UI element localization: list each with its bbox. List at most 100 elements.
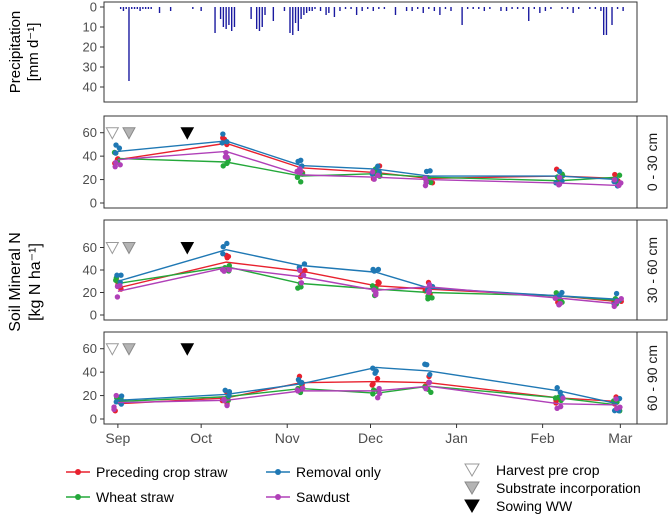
legend-item-harvest-pre-crop: Harvest pre crop <box>464 462 600 478</box>
precipitation-y-axis: 0 10 20 30 40 <box>83 0 104 95</box>
y-tick-label: 0 <box>90 196 97 211</box>
panel-0-30cm: 0 - 30 cm 0 20 40 60 <box>83 115 668 211</box>
replicate-point <box>220 250 226 257</box>
replicate-point <box>220 163 226 169</box>
replicate-point <box>556 181 563 187</box>
panel-frame <box>103 115 638 209</box>
replicate-point <box>226 267 232 273</box>
precip-y-tick-label: 20 <box>83 40 97 55</box>
replicate-point <box>224 240 230 247</box>
replicate-point <box>557 300 563 307</box>
legend-label: Wheat straw <box>96 489 175 505</box>
replicate-point <box>376 385 382 392</box>
replicate-point <box>224 254 230 261</box>
replicate-point <box>222 154 229 160</box>
replicate-point <box>375 266 382 273</box>
x-axis: Sep Oct Nov Dec Jan Feb Mar <box>105 424 633 446</box>
replicate-point <box>219 267 226 273</box>
replicate-point <box>111 406 117 413</box>
replicate-point <box>224 139 230 145</box>
replicate-point <box>113 159 119 166</box>
replicate-point <box>613 396 619 402</box>
replicate-point <box>614 298 620 305</box>
replicate-point <box>376 390 383 397</box>
replicate-point <box>426 282 433 288</box>
replicate-point <box>113 399 119 405</box>
event-marker <box>180 242 195 255</box>
legend-label: Sowing WW <box>496 498 573 514</box>
replicate-point <box>224 402 230 409</box>
replicate-point <box>118 272 124 278</box>
replicate-point <box>222 387 228 394</box>
replicate-point <box>556 174 563 181</box>
replicate-point <box>301 261 308 267</box>
y-tick-label: 60 <box>83 125 97 140</box>
replicate-point <box>618 295 624 302</box>
replicate-point <box>370 381 376 387</box>
precip-y-tick-label: 40 <box>83 80 97 95</box>
precip-panel-frame <box>103 1 638 103</box>
sowing-triangle-icon <box>464 499 480 513</box>
replicate-point <box>295 158 301 165</box>
replicate-point <box>298 179 304 185</box>
event-marker <box>105 127 120 140</box>
replicate-point <box>373 368 379 374</box>
y-tick-label: 20 <box>83 285 97 300</box>
legend-label: Removal only <box>296 464 381 480</box>
replicate-point <box>297 166 303 172</box>
replicate-point <box>114 283 121 290</box>
event-marker <box>105 242 120 255</box>
panel-30-60cm: 30 - 60 cm 0 20 40 60 <box>83 219 668 323</box>
legend-item-sowing-ww: Sowing WW <box>464 498 573 514</box>
replicate-point <box>297 379 303 385</box>
panel-strip <box>636 331 668 425</box>
legend-label: Sawdust <box>296 489 350 505</box>
replicate-point <box>374 375 381 382</box>
replicate-point <box>374 395 381 401</box>
replicate-point <box>560 395 566 401</box>
event-marker <box>105 343 120 356</box>
replicate-point <box>426 379 433 386</box>
replicate-point <box>424 361 430 368</box>
replicate-point <box>612 171 618 178</box>
y-tick-label: 0 <box>90 308 97 323</box>
replicate-point <box>428 179 434 186</box>
precip-y-tick-label: 0 <box>90 0 97 15</box>
replicate-point <box>557 403 564 410</box>
panel-frame <box>103 331 638 425</box>
replicate-point <box>371 176 377 182</box>
replicate-point <box>220 244 226 250</box>
panel-strip <box>636 219 668 321</box>
replicate-point <box>370 266 376 273</box>
replicate-point <box>223 149 229 156</box>
precip-ylabel-line2: [mm d⁻¹] <box>25 23 42 82</box>
replicate-point <box>426 289 432 296</box>
replicate-point <box>300 385 306 391</box>
legend-item-wheat-straw: Wheat straw <box>66 489 175 505</box>
legend: Preceding crop straw Wheat straw Removal… <box>66 462 641 514</box>
replicate-point <box>113 392 119 399</box>
replicate-point <box>611 303 617 310</box>
legend-item-sawdust: Sawdust <box>266 489 350 505</box>
legend-label: Preceding crop straw <box>96 464 228 480</box>
panel-strip-label: 60 - 90 cm <box>644 345 660 411</box>
precipitation-bars <box>119 7 624 81</box>
replicate-point <box>556 292 563 299</box>
legend-item-substrate-incorporation: Substrate incorporation <box>464 480 641 496</box>
event-marker <box>122 127 136 140</box>
replicate-point <box>294 174 301 180</box>
replicate-point <box>375 172 381 178</box>
replicate-point <box>114 272 120 278</box>
legend-label: Substrate incorporation <box>496 480 641 496</box>
y-tick-label: 40 <box>83 149 97 164</box>
x-tick-label: Nov <box>275 430 300 446</box>
x-tick-label: Feb <box>531 430 555 446</box>
x-tick-label: Sep <box>105 430 130 446</box>
replicate-point <box>557 389 564 396</box>
replicate-point <box>613 290 620 297</box>
replicate-point <box>552 295 558 301</box>
replicate-point <box>117 162 123 168</box>
replicate-point <box>427 371 433 378</box>
y-tick-label: 20 <box>83 172 97 187</box>
replicate-point <box>423 385 429 392</box>
